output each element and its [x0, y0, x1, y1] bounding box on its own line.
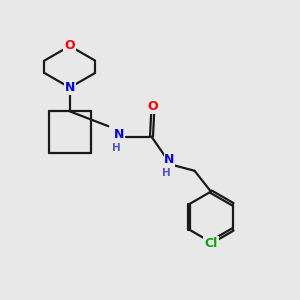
Text: Cl: Cl	[204, 237, 218, 250]
Text: N: N	[164, 153, 175, 166]
Text: N: N	[64, 81, 75, 94]
Text: H: H	[162, 168, 171, 178]
Text: O: O	[148, 100, 158, 113]
Text: N: N	[114, 128, 124, 141]
Text: O: O	[64, 40, 75, 52]
Text: H: H	[112, 143, 121, 153]
